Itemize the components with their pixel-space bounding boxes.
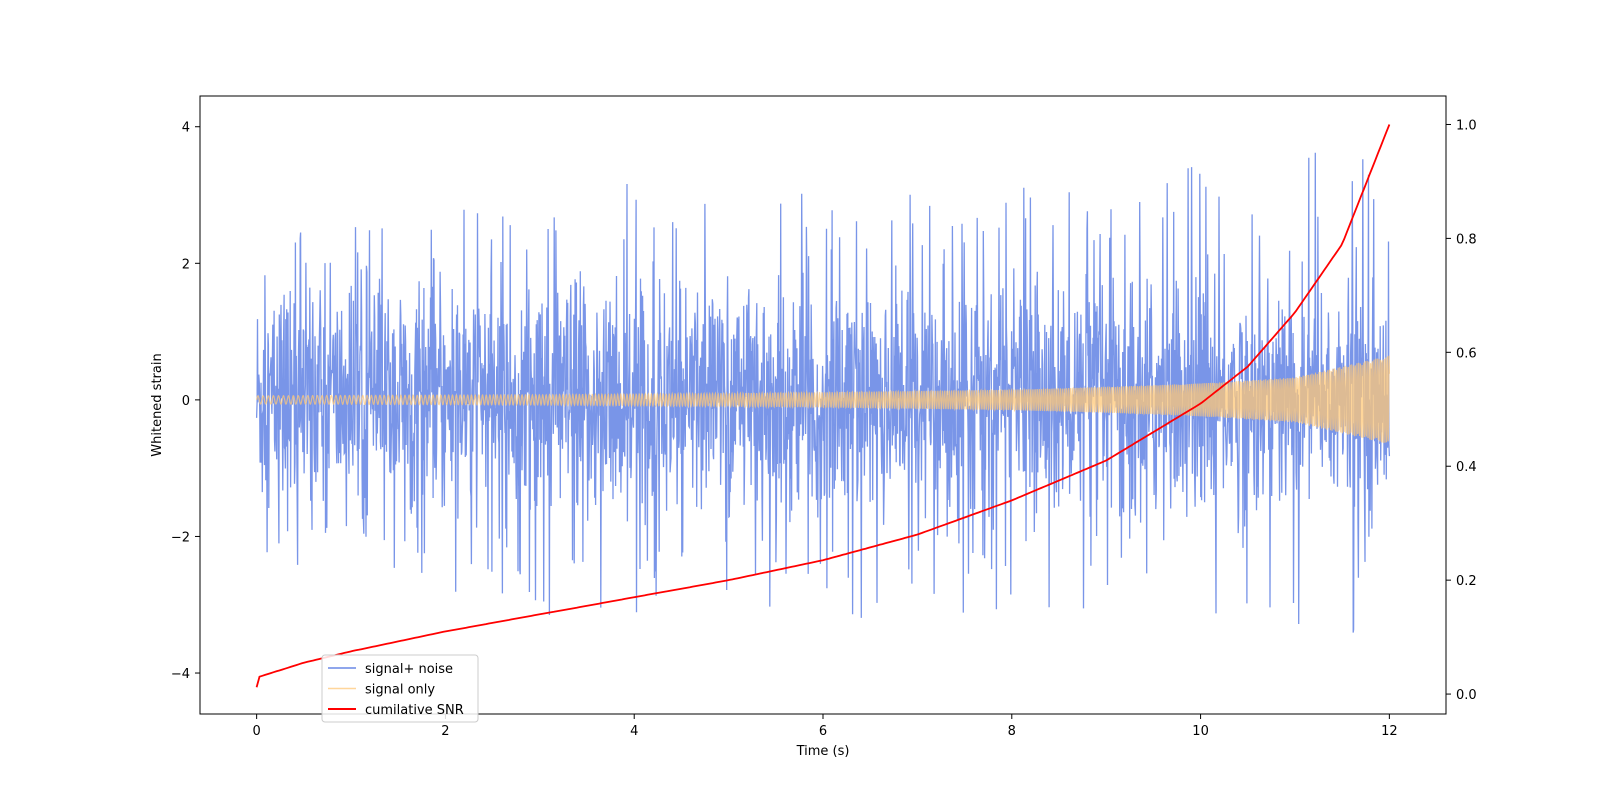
series-layer xyxy=(255,124,1391,688)
y-tick-label: −4 xyxy=(171,667,190,682)
series-signal-only xyxy=(256,355,1390,443)
y-axis-right: 0.0 0.2 0.4 0.6 0.8 1.0 xyxy=(1446,118,1477,703)
legend-label: signal only xyxy=(365,683,435,698)
y2-tick-label: 0.8 xyxy=(1456,232,1477,247)
y2-tick-label: 0.4 xyxy=(1456,460,1477,475)
y2-tick-label: 0.2 xyxy=(1456,574,1477,589)
x-tick-label: 4 xyxy=(630,724,638,739)
legend-label: signal+ noise xyxy=(365,662,453,677)
legend: signal+ noise signal only cumilative SNR xyxy=(321,654,479,723)
series-cumulative-snr xyxy=(255,124,1391,688)
x-tick-label: 6 xyxy=(819,724,827,739)
x-tick-label: 12 xyxy=(1381,724,1398,739)
y2-tick-label: 0.6 xyxy=(1456,346,1477,361)
x-axis-label: Time (s) xyxy=(796,744,850,759)
y-axis-left: −4 −2 0 2 4 xyxy=(171,121,200,682)
x-tick-label: 0 xyxy=(252,724,260,739)
y-tick-label: 0 xyxy=(182,394,190,409)
x-axis: 0 2 4 6 8 10 12 xyxy=(252,714,1398,739)
y-axis-label: Whitened strain xyxy=(150,353,165,456)
legend-box xyxy=(321,654,479,723)
legend-label: cumilative SNR xyxy=(365,703,464,718)
x-tick-label: 8 xyxy=(1008,724,1016,739)
y-tick-label: 2 xyxy=(182,257,190,272)
x-tick-label: 10 xyxy=(1192,724,1209,739)
y2-tick-label: 1.0 xyxy=(1456,118,1477,133)
y-tick-label: 4 xyxy=(182,121,190,136)
series-signal-plus-noise xyxy=(255,152,1391,633)
y2-tick-label: 0.0 xyxy=(1456,688,1477,703)
x-tick-label: 2 xyxy=(441,724,449,739)
y-tick-label: −2 xyxy=(171,530,190,545)
